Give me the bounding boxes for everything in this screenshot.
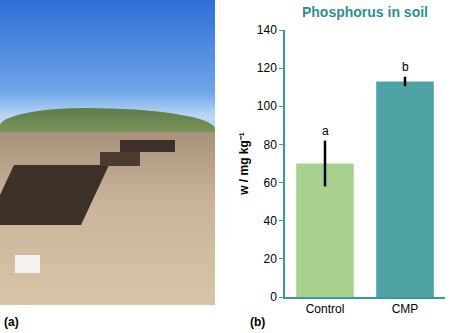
svg-text:120: 120 xyxy=(257,61,277,75)
svg-text:140: 140 xyxy=(257,23,277,37)
svg-text:(a): (a) xyxy=(4,315,19,329)
svg-text:100: 100 xyxy=(257,99,277,113)
svg-text:0: 0 xyxy=(270,290,277,304)
svg-text:a: a xyxy=(322,124,329,138)
svg-text:(b): (b) xyxy=(250,315,265,329)
svg-text:20: 20 xyxy=(263,252,277,266)
svg-text:Control: Control xyxy=(306,302,345,316)
svg-text:Phosphorus in soil: Phosphorus in soil xyxy=(302,4,428,20)
svg-text:CMP: CMP xyxy=(392,302,419,316)
svg-text:80: 80 xyxy=(263,138,277,152)
svg-text:w / mg kg⁻¹: w / mg kg⁻¹ xyxy=(237,132,251,196)
svg-text:b: b xyxy=(402,60,409,74)
svg-text:60: 60 xyxy=(263,176,277,190)
svg-text:40: 40 xyxy=(263,214,277,228)
